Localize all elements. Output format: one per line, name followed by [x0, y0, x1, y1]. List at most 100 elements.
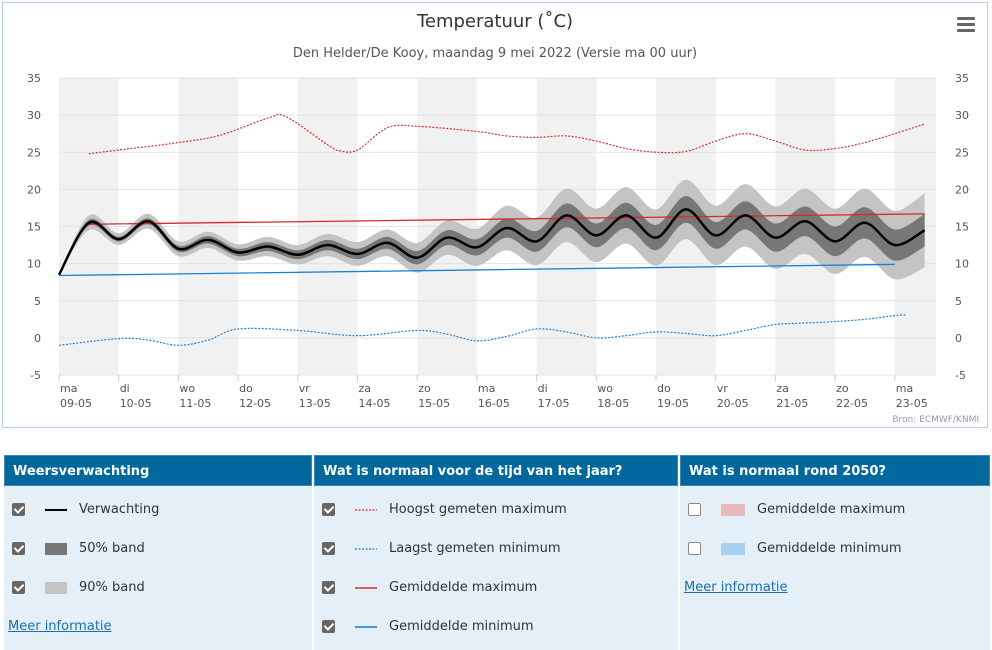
y-tick-left: 20	[27, 183, 41, 196]
x-tick-day: vr	[299, 382, 311, 395]
x-tick-day: wo	[597, 382, 613, 395]
x-tick-date: 18-05	[597, 397, 629, 410]
meer-informatie-link[interactable]: Meer informatie	[684, 580, 788, 595]
checkbox[interactable]	[12, 581, 25, 594]
legend-label: 90% band	[79, 580, 145, 595]
dotted-line-swatch-icon	[355, 547, 377, 550]
mean-max-line	[88, 213, 925, 225]
x-tick-day: wo	[179, 382, 195, 395]
y-tick-right: 5	[955, 295, 962, 308]
y-tick-right: 35	[955, 72, 969, 85]
checkbox[interactable]	[688, 542, 701, 555]
plot-area: 35 35 30 30 25 25 20 20 15 15 10 10 5 5 0 0 -5 -5 ma 09-05 d…	[27, 72, 969, 410]
line-swatch-icon	[355, 586, 377, 589]
y-tick-right: 15	[955, 221, 969, 234]
legend-item-gem-max[interactable]: Gemiddelde maximum	[314, 568, 678, 607]
band-swatch-icon	[45, 581, 67, 594]
checkbox[interactable]	[322, 581, 335, 594]
x-tick-date: 09-05	[60, 397, 92, 410]
y-tick-right: 0	[955, 332, 962, 345]
chart-subtitle: Den Helder/De Kooy, maandag 9 mei 2022 (…	[292, 46, 698, 61]
legend-item-2050-min[interactable]: Gemiddelde minimum	[680, 529, 990, 568]
checkbox[interactable]	[12, 503, 25, 516]
band-swatch-icon	[721, 503, 745, 516]
dotted-line-swatch-icon	[355, 508, 377, 511]
y-tick-right: 30	[955, 109, 969, 122]
y-tick-right: 20	[955, 183, 969, 196]
y-tick-left: 5	[34, 295, 41, 308]
legend-item-verwachting[interactable]: Verwachting	[4, 490, 312, 529]
x-tick-date: 19-05	[657, 397, 689, 410]
x-tick-date: 23-05	[896, 397, 928, 410]
mean-min-line	[58, 263, 895, 277]
x-tick-day: zo	[418, 382, 431, 395]
legend-label: Gemiddelde maximum	[389, 580, 538, 595]
legend-item-90-band[interactable]: 90% band	[4, 568, 312, 607]
x-tick-date: 12-05	[239, 397, 271, 410]
x-tick-day: ma	[896, 382, 913, 395]
y-tick-left: 0	[34, 332, 41, 345]
x-tick-date: 16-05	[478, 397, 510, 410]
legend-header: Wat is normaal rond 2050?	[680, 455, 990, 486]
meer-informatie-link[interactable]: Meer informatie	[8, 619, 112, 634]
y-tick-left: 25	[27, 146, 41, 159]
hamburger-menu-icon[interactable]	[957, 17, 975, 35]
x-tick-date: 11-05	[179, 397, 211, 410]
legend-label: Laagst gemeten minimum	[389, 541, 561, 556]
x-tick-day: do	[657, 382, 671, 395]
x-tick-date: 13-05	[299, 397, 331, 410]
chart-credit: Bron: ECMWF/KNMI	[892, 415, 979, 425]
band-swatch-icon	[721, 542, 745, 555]
x-tick-day: di	[120, 382, 130, 395]
band-50	[59, 196, 925, 275]
y-tick-right: 25	[955, 146, 969, 159]
x-tick-date: 21-05	[776, 397, 808, 410]
x-tick-day: za	[776, 382, 789, 395]
legend-item-2050-max[interactable]: Gemiddelde maximum	[680, 490, 990, 529]
legend-header: Wat is normaal voor de tijd van het jaar…	[314, 455, 678, 486]
x-tick-day: di	[538, 382, 548, 395]
legend-label: Gemiddelde minimum	[757, 541, 902, 556]
x-tick-date: 14-05	[359, 397, 391, 410]
legend-label: Verwachting	[79, 502, 160, 517]
x-tick-day: ma	[60, 382, 77, 395]
record-min-line	[58, 314, 907, 346]
legend-header: Weersverwachting	[4, 455, 312, 486]
x-tick-date: 17-05	[538, 397, 570, 410]
y-tick-right: 10	[955, 258, 969, 271]
record-max-line	[88, 113, 925, 155]
legend-panel: Weersverwachting Verwachting 50% band 90…	[4, 455, 990, 650]
temperature-chart: Temperatuur (˚C) Den Helder/De Kooy, maa…	[2, 2, 988, 428]
y-tick-left: 30	[27, 109, 41, 122]
legend-forecast: Weersverwachting Verwachting 50% band 90…	[4, 455, 312, 650]
legend-item-gem-min[interactable]: Gemiddelde minimum	[314, 607, 678, 646]
checkbox[interactable]	[322, 620, 335, 633]
line-swatch-icon	[355, 625, 377, 628]
x-tick-day: vr	[717, 382, 729, 395]
y-tick-left: 10	[27, 258, 41, 271]
checkbox[interactable]	[12, 542, 25, 555]
checkbox[interactable]	[322, 542, 335, 555]
x-tick-date: 15-05	[418, 397, 450, 410]
legend-label: Hoogst gemeten maximum	[389, 502, 567, 517]
checkbox[interactable]	[322, 503, 335, 516]
x-tick-day: do	[239, 382, 253, 395]
x-tick-date: 20-05	[717, 397, 749, 410]
x-tick-day: zo	[836, 382, 849, 395]
forecast-line	[57, 208, 926, 276]
legend-label: Gemiddelde maximum	[757, 502, 906, 517]
legend-item-50-band[interactable]: 50% band	[4, 529, 312, 568]
x-tick-day: ma	[478, 382, 495, 395]
checkbox[interactable]	[688, 503, 701, 516]
legend-label: 50% band	[79, 541, 145, 556]
legend-item-laagst-min[interactable]: Laagst gemeten minimum	[314, 529, 678, 568]
band-swatch-icon	[45, 542, 67, 555]
legend-normal: Wat is normaal voor de tijd van het jaar…	[314, 455, 678, 650]
y-tick-left: 35	[27, 72, 41, 85]
y-tick-right: -5	[955, 369, 966, 382]
y-tick-left: -5	[30, 369, 41, 382]
x-tick-date: 22-05	[836, 397, 868, 410]
legend-item-hoogst-max[interactable]: Hoogst gemeten maximum	[314, 490, 678, 529]
y-tick-left: 15	[27, 221, 41, 234]
line-swatch-icon	[45, 508, 67, 511]
